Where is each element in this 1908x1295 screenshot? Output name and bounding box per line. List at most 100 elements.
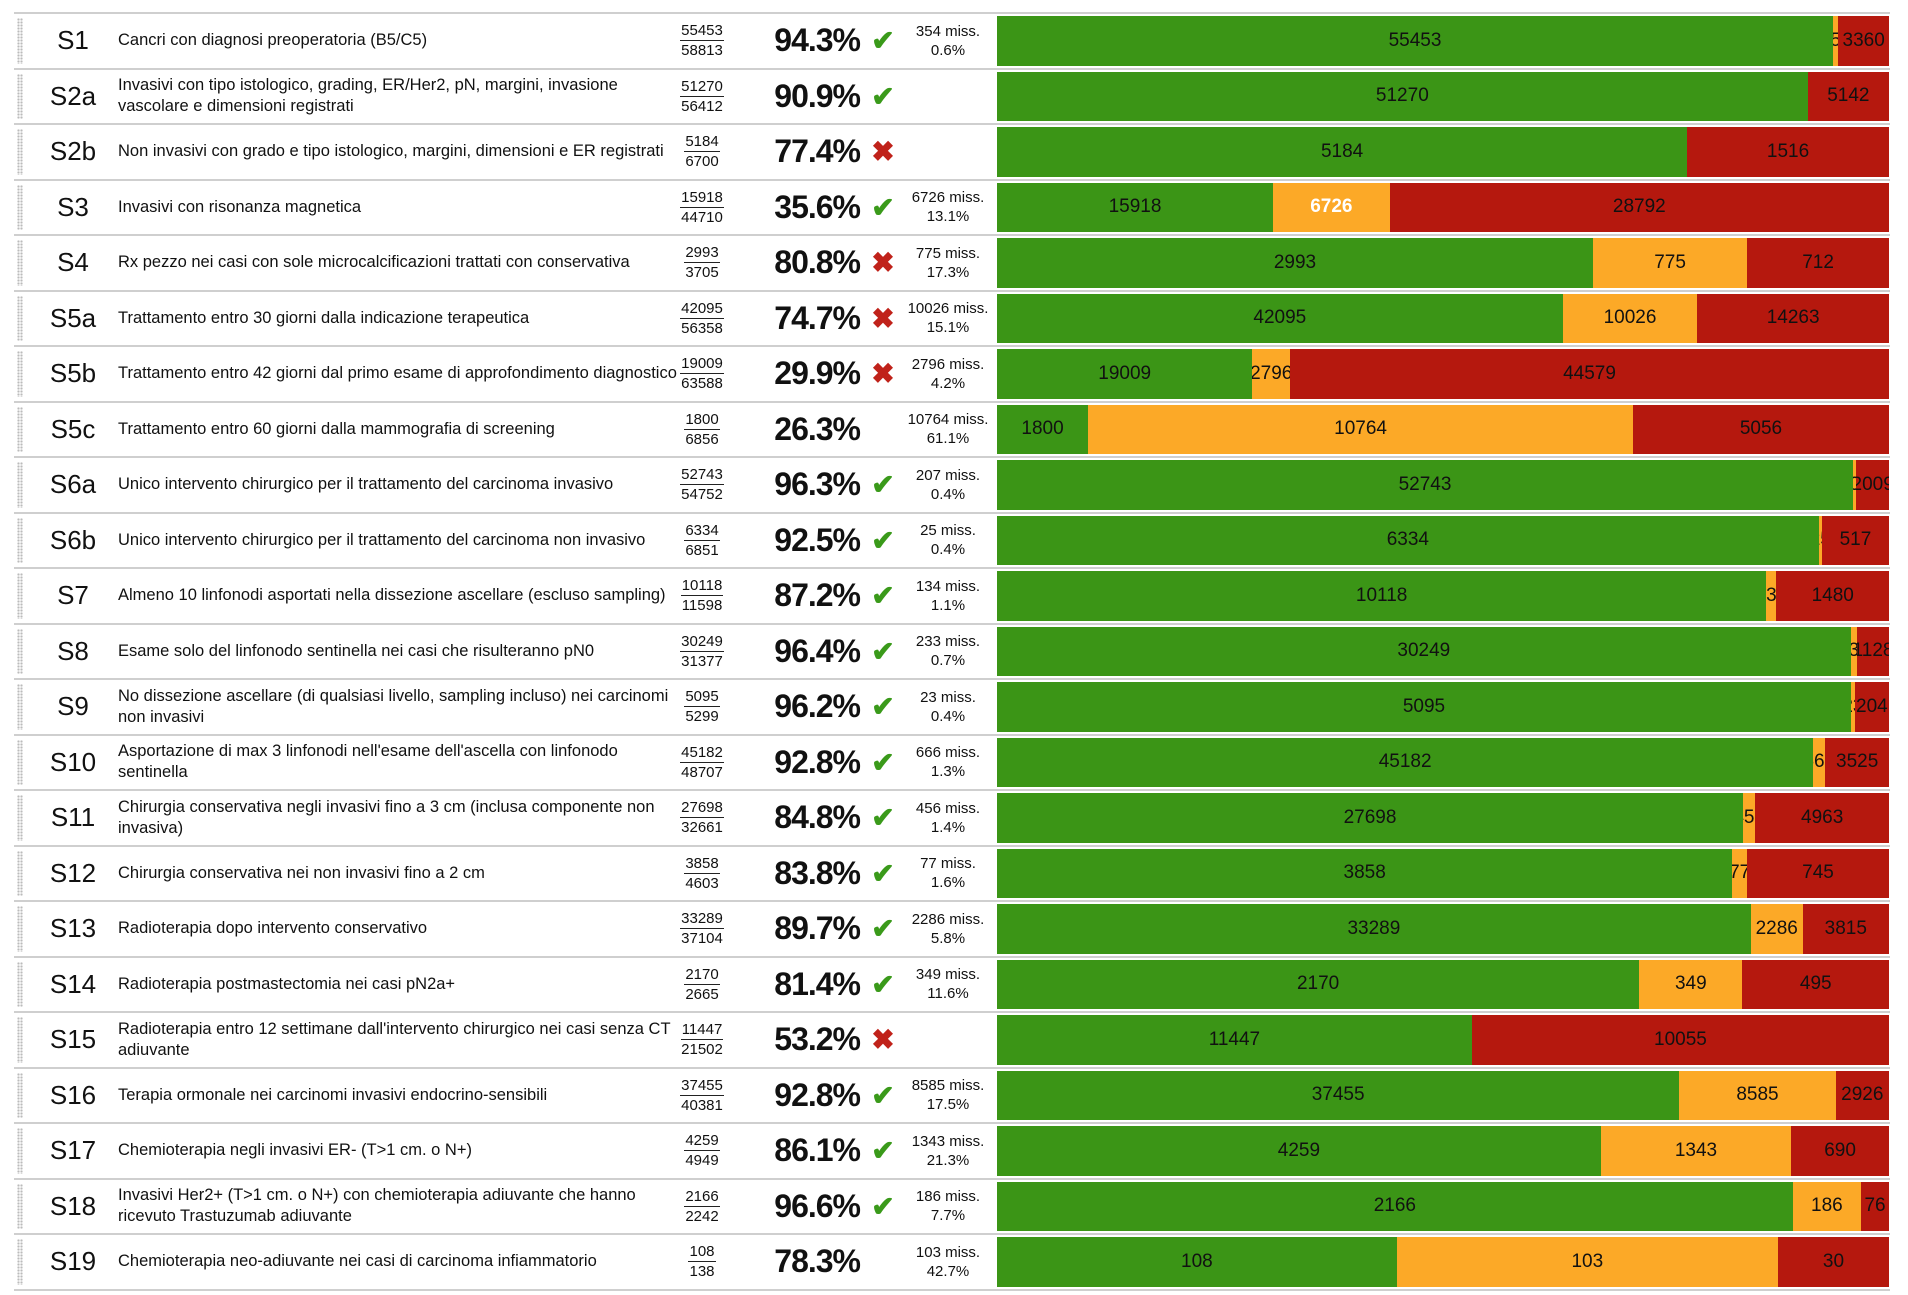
percentage: 89.7% xyxy=(774,910,861,947)
indicator-description: Invasivi con risonanza magnetica xyxy=(118,181,678,235)
drag-handle[interactable] xyxy=(17,1017,23,1063)
indicator-row[interactable]: S10 Asportazione di max 3 linfonodi nell… xyxy=(14,733,1890,790)
drag-handle[interactable] xyxy=(17,850,23,896)
indicator-row[interactable]: S7 Almeno 10 linfonodi asportati nella d… xyxy=(14,567,1890,623)
bar-segment-missing: 10764 xyxy=(1088,404,1634,454)
drag-handle[interactable] xyxy=(17,184,23,230)
indicator-description: Asportazione di max 3 linfonodi nell'esa… xyxy=(118,736,678,790)
bar-segment-not-met: 745 xyxy=(1747,848,1889,898)
numerator: 11447 xyxy=(680,1021,724,1041)
drag-handle[interactable] xyxy=(17,1239,23,1285)
indicator-description: No dissezione ascellare (di qualsiasi li… xyxy=(118,680,678,734)
indicator-description: Trattamento entro 30 giorni dalla indica… xyxy=(118,292,678,346)
missing-percent: 0.6% xyxy=(930,41,966,59)
description-text: Trattamento entro 30 giorni dalla indica… xyxy=(118,308,530,327)
indicator-row[interactable]: S5a Trattamento entro 30 giorni dalla in… xyxy=(14,289,1890,346)
drag-handle[interactable] xyxy=(17,573,23,619)
description-text: Invasivi con tipo istologico, grading, E… xyxy=(118,76,618,116)
denominator: 56358 xyxy=(681,319,723,337)
indicator-row[interactable]: S18 Invasivi Her2+ (T>1 cm. o N+) con ch… xyxy=(14,1177,1890,1234)
check-icon: ✔ xyxy=(871,25,895,57)
missing-info: 456 miss. 1.4% xyxy=(900,791,996,845)
drag-handle[interactable] xyxy=(17,18,23,64)
check-icon: ✔ xyxy=(871,80,895,112)
bar-segment-not-met: 1128 xyxy=(1857,626,1889,676)
indicator-row[interactable]: S12 Chirurgia conservativa nei non invas… xyxy=(14,844,1890,901)
drag-handle[interactable] xyxy=(17,406,23,452)
percentage: 26.3% xyxy=(774,410,861,447)
indicator-row[interactable]: S11 Chirurgia conservativa negli invasiv… xyxy=(14,789,1890,845)
drag-handle[interactable] xyxy=(17,1128,23,1174)
bar-segment-missing: 25 xyxy=(1818,515,1822,565)
missing-info: 207 miss. 0.4% xyxy=(900,458,996,512)
fraction: 42095 56358 xyxy=(674,292,730,346)
drag-handle[interactable] xyxy=(17,73,23,119)
description-text: Rx pezzo nei casi con sole microcalcific… xyxy=(118,253,630,272)
indicator-description: Rx pezzo nei casi con sole microcalcific… xyxy=(118,236,678,290)
bar-segment-missing: 233 xyxy=(1850,626,1858,676)
bar-segment-missing: 775 xyxy=(1592,238,1748,288)
denominator: 4603 xyxy=(685,874,719,892)
bar-segment-not-met: 1480 xyxy=(1776,571,1889,621)
missing-info: 8585 miss. 17.5% xyxy=(900,1069,996,1123)
missing-count: 2286 miss. xyxy=(911,910,985,928)
denominator: 56412 xyxy=(681,97,723,115)
description-text: Invasivi con risonanza magnetica xyxy=(118,197,362,216)
missing-count: 8585 miss. xyxy=(911,1077,985,1095)
indicator-row[interactable]: S2a Invasivi con tipo istologico, gradin… xyxy=(14,67,1890,124)
drag-handle[interactable] xyxy=(17,739,23,785)
indicator-row[interactable]: S14 Radioterapia postmastectomia nei cas… xyxy=(14,955,1890,1012)
indicator-id: S11 xyxy=(50,802,96,833)
bar-segment-missing: 8585 xyxy=(1679,1070,1836,1120)
indicator-row[interactable]: S17 Chemioterapia negli invasivi ER- (T>… xyxy=(14,1122,1890,1178)
indicator-row[interactable]: S19 Chemioterapia neo-adiuvante nei casi… xyxy=(14,1233,1890,1289)
bar-segment-met: 4259 xyxy=(997,1126,1601,1176)
drag-handle[interactable] xyxy=(17,240,23,286)
fraction: 15918 44710 xyxy=(674,181,730,235)
drag-handle[interactable] xyxy=(17,517,23,563)
indicator-row[interactable]: S5c Trattamento entro 60 giorni dalla ma… xyxy=(14,400,1890,457)
missing-info: 1343 miss. 21.3% xyxy=(900,1124,996,1178)
bar-segment-met: 33289 xyxy=(997,904,1751,954)
indicator-row[interactable]: S9 No dissezione ascellare (di qualsiasi… xyxy=(14,678,1890,734)
stacked-bar: 15918 6726 28792 xyxy=(997,182,1889,232)
drag-handle[interactable] xyxy=(17,1072,23,1118)
drag-handle[interactable] xyxy=(17,129,23,175)
drag-handle[interactable] xyxy=(17,961,23,1007)
indicator-row[interactable]: S1 Cancri con diagnosi preoperatoria (B5… xyxy=(14,12,1890,68)
missing-count: 456 miss. xyxy=(915,799,981,817)
drag-handle[interactable] xyxy=(17,351,23,397)
indicator-row[interactable]: S3 Invasivi con risonanza magnetica 1591… xyxy=(14,178,1890,235)
indicator-row[interactable]: S16 Terapia ormonale nei carcinomi invas… xyxy=(14,1066,1890,1123)
indicator-row[interactable]: S4 Rx pezzo nei casi con sole microcalci… xyxy=(14,234,1890,290)
indicator-row[interactable]: S15 Radioterapia entro 12 settimane dall… xyxy=(14,1011,1890,1067)
indicator-row[interactable]: S8 Esame solo del linfonodo sentinella n… xyxy=(14,622,1890,679)
percentage: 96.4% xyxy=(774,632,861,669)
indicator-row[interactable]: S6a Unico intervento chirurgico per il t… xyxy=(14,456,1890,512)
drag-handle[interactable] xyxy=(17,462,23,508)
drag-handle[interactable] xyxy=(17,628,23,674)
indicator-row[interactable]: S2b Non invasivi con grado e tipo istolo… xyxy=(14,123,1890,179)
drag-handle[interactable] xyxy=(17,295,23,341)
numerator: 1800 xyxy=(684,410,720,430)
indicator-id: S17 xyxy=(49,1135,97,1166)
drag-handle[interactable] xyxy=(17,906,23,952)
drag-handle[interactable] xyxy=(17,1183,23,1229)
fraction: 4259 4949 xyxy=(674,1124,730,1178)
percentage: 94.3% xyxy=(774,22,861,59)
missing-info: 2286 miss. 5.8% xyxy=(900,902,996,956)
missing-count: 666 miss. xyxy=(915,744,981,762)
drag-handle[interactable] xyxy=(17,795,23,841)
stacked-bar: 51270 5142 xyxy=(997,71,1889,121)
denominator: 2665 xyxy=(685,985,719,1003)
indicator-row[interactable]: S13 Radioterapia dopo intervento conserv… xyxy=(14,900,1890,956)
drag-handle[interactable] xyxy=(17,684,23,730)
fraction: 33289 37104 xyxy=(674,902,730,956)
indicator-row[interactable]: S5b Trattamento entro 42 giorni dal prim… xyxy=(14,345,1890,401)
check-icon: ✔ xyxy=(871,469,895,501)
indicator-row[interactable]: S6b Unico intervento chirurgico per il t… xyxy=(14,511,1890,568)
description-text: Radioterapia postmastectomia nei casi pN… xyxy=(118,974,456,993)
check-icon: ✔ xyxy=(871,524,895,556)
fraction: 19009 63588 xyxy=(674,347,730,401)
check-icon: ✔ xyxy=(871,1190,895,1222)
